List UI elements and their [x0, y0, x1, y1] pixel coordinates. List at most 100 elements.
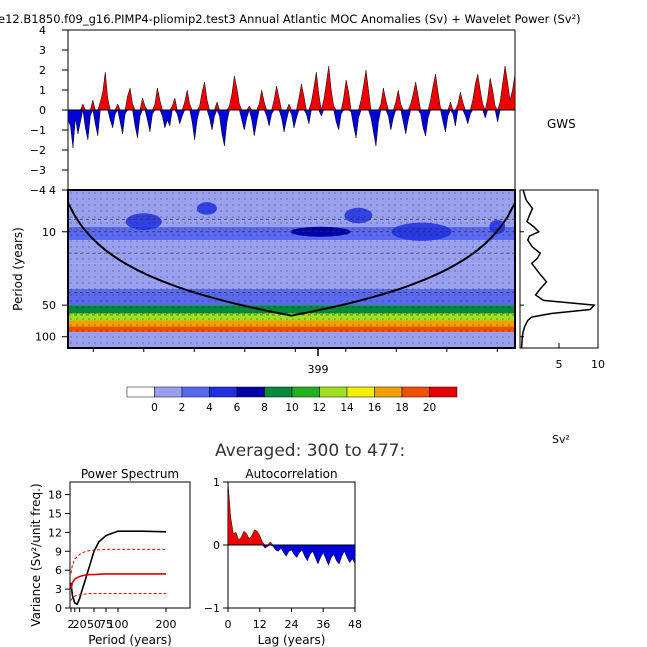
autocorrelation-xtick-label: 24 [285, 618, 299, 631]
power-spectrum-title: Power Spectrum [81, 467, 179, 481]
autocorrelation-xtick-label: 12 [253, 618, 267, 631]
colorbar-swatch [291, 386, 320, 398]
power-spectrum-xtick-label: 200 [156, 618, 177, 631]
anomaly-ytick-label: −1 [30, 124, 46, 137]
wavelet-band [68, 208, 515, 227]
colorbar-swatch [429, 386, 458, 398]
wavelet-power-blob [391, 222, 452, 241]
autocorrelation-title: Autocorrelation [245, 467, 337, 481]
colorbar-swatch [181, 386, 210, 398]
power-spectrum-xtick-label: 50 [87, 618, 101, 631]
power-spectrum-xtick-label: 20 [73, 618, 87, 631]
wavelet-power-blob [344, 207, 373, 224]
autocorrelation-ytick-label: 0 [213, 539, 220, 552]
anomaly-ytick-label: 1 [39, 84, 46, 97]
power-spectrum-xtick-label: 75 [99, 618, 113, 631]
autocorrelation-positive-area [227, 481, 355, 546]
colorbar-label: 12 [313, 402, 326, 414]
colorbar-swatch [401, 386, 430, 398]
power-spectrum-ci-curve [70, 593, 166, 601]
wavelet-band [68, 331, 515, 348]
power-spectrum-ytick-label: 9 [55, 545, 62, 558]
power-spectrum-ytick-label: 6 [55, 564, 62, 577]
power-spectrum-ytick-label: 12 [48, 526, 62, 539]
gws-curve [520, 189, 596, 349]
colorbar-swatch [264, 386, 293, 398]
gws-xtick-label: 5 [556, 358, 563, 371]
power-spectrum-curve [70, 530, 167, 606]
colorbar-label: 10 [285, 402, 298, 414]
wavelet-ytick-label: 50 [42, 299, 56, 312]
colorbar-label: 4 [206, 402, 213, 414]
colorbar-label: 14 [340, 402, 354, 414]
power-spectrum-ytick-label: 0 [55, 602, 62, 615]
power-spectrum-ci-curve [70, 548, 166, 574]
colorbar-swatch [374, 386, 403, 398]
autocorrelation-xtick-label: 36 [316, 618, 330, 631]
wavelet-frame [67, 189, 516, 349]
colorbar-label: 2 [179, 402, 186, 414]
wavelet-band [68, 305, 515, 314]
anomaly-negative-area [67, 109, 515, 149]
gws-unit-label: Sv² [552, 433, 570, 446]
power-spectrum-xtick-label: 2 [67, 618, 74, 631]
wavelet-ytick-label: 4 [49, 184, 56, 197]
colorbar-swatch [126, 386, 155, 398]
wavelet-power-blob [125, 213, 162, 231]
anomaly-positive-area [68, 65, 516, 111]
power-spectrum-ylabel: Variance (Sv²/unit freq.) [29, 483, 43, 626]
colorbar-label: 0 [151, 402, 158, 414]
colorbar-label: 20 [423, 402, 436, 414]
autocorrelation-negative-area [228, 544, 356, 566]
wavelet-power-blob [489, 219, 506, 234]
colorbar-label: 8 [261, 402, 268, 414]
gws-xtick-label: 10 [591, 358, 605, 371]
power-spectrum-frame [69, 481, 191, 609]
autocorrelation-ytick-label: −1 [204, 602, 220, 615]
autocorrelation-ytick-label: 1 [213, 476, 220, 489]
colorbar-label: 16 [368, 402, 382, 414]
power-spectrum-ci-curve [70, 573, 166, 590]
power-spectrum-xtick-label: 100 [108, 618, 129, 631]
autocorrelation-xtick-label: 48 [348, 618, 362, 631]
wavelet-band [68, 313, 515, 321]
colorbar-label: 6 [234, 402, 241, 414]
wavelet-band [68, 190, 515, 209]
wavelet-band [68, 320, 515, 327]
wavelet-ytick-label: 10 [42, 226, 56, 239]
cone-of-influence [67, 190, 516, 317]
anomaly-ytick-label: −3 [30, 164, 46, 177]
wavelet-band [68, 240, 515, 264]
power-spectrum-ytick-label: 18 [48, 489, 62, 502]
wavelet-power-blob [196, 202, 217, 215]
averaged-subtitle: Averaged: 300 to 477: [215, 441, 405, 461]
anomaly-ytick-label: 2 [39, 64, 46, 77]
power-spectrum-ytick-label: 15 [48, 508, 62, 521]
colorbar-label: 18 [395, 402, 408, 414]
wavelet-band [68, 326, 515, 332]
power-spectrum-ytick-label: 3 [55, 583, 62, 596]
colorbar-swatch [236, 386, 265, 398]
autocorrelation-xtick-label: 0 [225, 618, 232, 631]
wavelet-ytick-label: 100 [35, 331, 56, 344]
colorbar-swatch [154, 386, 183, 398]
gws-label: GWS [547, 117, 576, 131]
anomaly-ytick-label: −4 [30, 184, 46, 197]
autocorrelation-xlabel: Lag (years) [258, 633, 326, 647]
colorbar-swatch [209, 386, 238, 398]
wavelet-band [68, 263, 515, 289]
anomaly-ytick-label: 4 [39, 24, 46, 37]
anomaly-ytick-label: 0 [39, 104, 46, 117]
colorbar-swatch [319, 386, 348, 398]
wavelet-band [68, 288, 515, 306]
wavelet-xtick-label: 399 [308, 363, 329, 376]
anomaly-ytick-label: −2 [30, 144, 46, 157]
wavelet-ylabel: Period (years) [11, 227, 25, 311]
anomaly-ytick-label: 3 [39, 44, 46, 57]
figure-title: e12.B1850.f09_g16.PIMP4-pliomip2.test3 A… [0, 12, 581, 26]
gws-frame [519, 189, 599, 349]
colorbar-swatch [346, 386, 375, 398]
power-spectrum-xlabel: Period (years) [88, 633, 172, 647]
